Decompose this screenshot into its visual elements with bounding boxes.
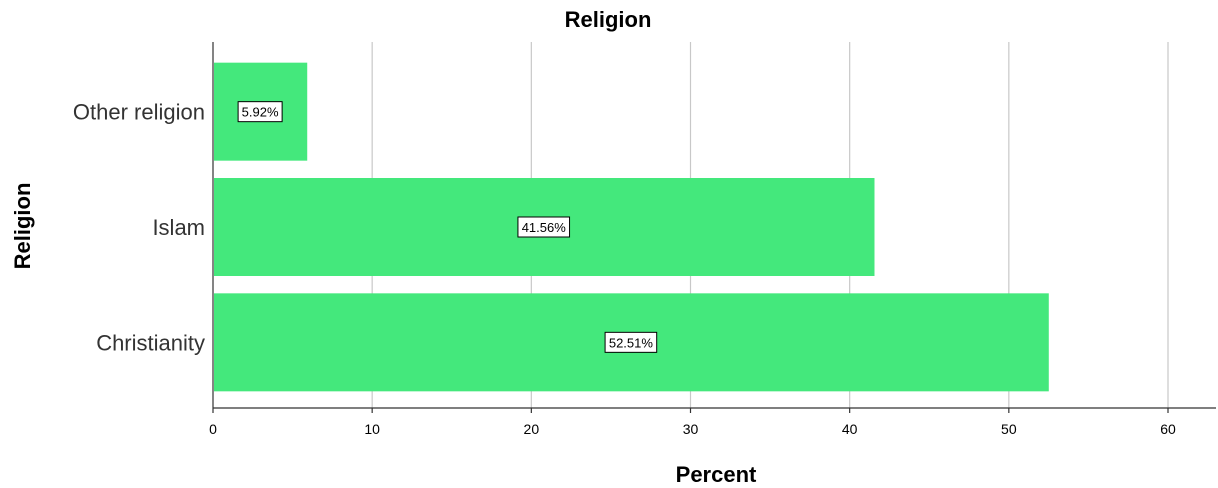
category-label-1: Islam (152, 215, 205, 240)
data-label-box-1 (517, 216, 571, 238)
data-label-box-2 (604, 331, 658, 353)
tick-label-x-10: 10 (364, 421, 380, 437)
tick-label-x-60: 60 (1160, 421, 1176, 437)
tick-label-x-40: 40 (842, 421, 858, 437)
data-label-1: 41.56% (522, 220, 567, 235)
category-label-0: Other religion (73, 100, 205, 125)
labels: 0 10 20 30 40 50 60 Other religion 5.92% Islam 41.… (73, 100, 1176, 437)
tick-label-x-50: 50 (1001, 421, 1017, 437)
x-axis-title: Percent (676, 462, 757, 487)
y-axis-title: Religion (10, 183, 35, 270)
data-label-0: 5.92% (242, 105, 279, 120)
data-label-2: 52.51% (609, 335, 654, 350)
category-label-2: Christianity (96, 330, 205, 355)
axes (212, 42, 1216, 413)
chart-title: Religion (565, 7, 652, 32)
tick-label-x-20: 20 (524, 421, 540, 437)
data-label-box-0 (237, 101, 283, 123)
tick-label-x-30: 30 (683, 421, 699, 437)
tick-label-x-0: 0 (209, 421, 217, 437)
